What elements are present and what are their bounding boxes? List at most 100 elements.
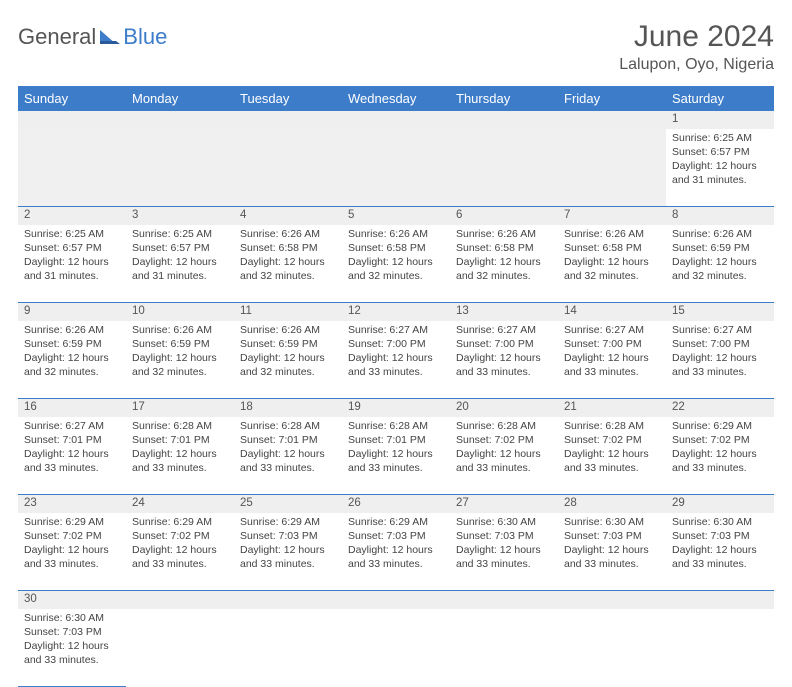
daylight-text-2: and 33 minutes. <box>348 461 444 475</box>
day-number-cell <box>234 591 342 609</box>
sunrise-text: Sunrise: 6:26 AM <box>240 323 336 337</box>
month-title: June 2024 <box>619 20 774 54</box>
day-number-cell: 3 <box>126 207 234 225</box>
daylight-text-1: Daylight: 12 hours <box>348 543 444 557</box>
sunrise-text: Sunrise: 6:27 AM <box>672 323 768 337</box>
day-cell: Sunrise: 6:27 AMSunset: 7:00 PMDaylight:… <box>450 321 558 399</box>
daylight-text-1: Daylight: 12 hours <box>348 447 444 461</box>
day-cell: Sunrise: 6:30 AMSunset: 7:03 PMDaylight:… <box>18 609 126 687</box>
sunrise-text: Sunrise: 6:26 AM <box>240 227 336 241</box>
day-cell: Sunrise: 6:28 AMSunset: 7:02 PMDaylight:… <box>558 417 666 495</box>
sunset-text: Sunset: 7:01 PM <box>348 433 444 447</box>
daylight-text-1: Daylight: 12 hours <box>132 543 228 557</box>
daylight-text-1: Daylight: 12 hours <box>456 351 552 365</box>
day-number-cell: 4 <box>234 207 342 225</box>
sunset-text: Sunset: 7:03 PM <box>240 529 336 543</box>
day-content: Sunrise: 6:29 AMSunset: 7:02 PMDaylight:… <box>24 515 120 572</box>
sunrise-text: Sunrise: 6:29 AM <box>24 515 120 529</box>
sunrise-text: Sunrise: 6:30 AM <box>672 515 768 529</box>
day-content: Sunrise: 6:30 AMSunset: 7:03 PMDaylight:… <box>24 611 120 668</box>
week-row: Sunrise: 6:25 AMSunset: 6:57 PMDaylight:… <box>18 225 774 303</box>
day-cell: Sunrise: 6:28 AMSunset: 7:01 PMDaylight:… <box>342 417 450 495</box>
daynum-row: 23242526272829 <box>18 495 774 513</box>
day-cell: Sunrise: 6:26 AMSunset: 6:59 PMDaylight:… <box>234 321 342 399</box>
day-content: Sunrise: 6:30 AMSunset: 7:03 PMDaylight:… <box>672 515 768 572</box>
daylight-text-1: Daylight: 12 hours <box>24 447 120 461</box>
day-content: Sunrise: 6:25 AMSunset: 6:57 PMDaylight:… <box>672 131 768 188</box>
daylight-text-2: and 31 minutes. <box>672 173 768 187</box>
sunrise-text: Sunrise: 6:27 AM <box>456 323 552 337</box>
sunset-text: Sunset: 7:00 PM <box>456 337 552 351</box>
day-number-cell: 20 <box>450 399 558 417</box>
daylight-text-2: and 32 minutes. <box>456 269 552 283</box>
day-cell <box>126 609 234 687</box>
day-cell: Sunrise: 6:25 AMSunset: 6:57 PMDaylight:… <box>666 129 774 207</box>
sunset-text: Sunset: 7:00 PM <box>564 337 660 351</box>
daylight-text-2: and 33 minutes. <box>564 365 660 379</box>
daylight-text-2: and 33 minutes. <box>132 557 228 571</box>
day-number-cell: 6 <box>450 207 558 225</box>
sunrise-text: Sunrise: 6:29 AM <box>672 419 768 433</box>
sunset-text: Sunset: 6:57 PM <box>132 241 228 255</box>
day-content: Sunrise: 6:26 AMSunset: 6:58 PMDaylight:… <box>564 227 660 284</box>
calendar-table: Sunday Monday Tuesday Wednesday Thursday… <box>18 86 774 687</box>
sunset-text: Sunset: 7:00 PM <box>348 337 444 351</box>
sunset-text: Sunset: 7:01 PM <box>132 433 228 447</box>
daylight-text-2: and 33 minutes. <box>24 653 120 667</box>
day-number-cell <box>126 111 234 129</box>
day-number-cell <box>18 111 126 129</box>
daylight-text-2: and 33 minutes. <box>672 461 768 475</box>
day-number-cell <box>234 111 342 129</box>
day-number-cell: 8 <box>666 207 774 225</box>
week-row: Sunrise: 6:30 AMSunset: 7:03 PMDaylight:… <box>18 609 774 687</box>
day-number-cell: 24 <box>126 495 234 513</box>
day-cell <box>450 609 558 687</box>
sail-icon <box>98 28 122 46</box>
day-content: Sunrise: 6:30 AMSunset: 7:03 PMDaylight:… <box>456 515 552 572</box>
sunset-text: Sunset: 6:57 PM <box>24 241 120 255</box>
daylight-text-1: Daylight: 12 hours <box>24 351 120 365</box>
day-number-cell: 21 <box>558 399 666 417</box>
day-number-cell <box>342 111 450 129</box>
day-cell <box>234 609 342 687</box>
daynum-row: 1 <box>18 111 774 129</box>
day-cell <box>126 129 234 207</box>
sunrise-text: Sunrise: 6:26 AM <box>564 227 660 241</box>
day-number-cell: 16 <box>18 399 126 417</box>
day-content: Sunrise: 6:29 AMSunset: 7:02 PMDaylight:… <box>672 419 768 476</box>
sunset-text: Sunset: 7:03 PM <box>348 529 444 543</box>
daylight-text-2: and 32 minutes. <box>564 269 660 283</box>
day-cell: Sunrise: 6:29 AMSunset: 7:02 PMDaylight:… <box>18 513 126 591</box>
daylight-text-1: Daylight: 12 hours <box>564 543 660 557</box>
day-content: Sunrise: 6:28 AMSunset: 7:02 PMDaylight:… <box>564 419 660 476</box>
sunrise-text: Sunrise: 6:28 AM <box>564 419 660 433</box>
day-number-cell: 26 <box>342 495 450 513</box>
day-number-cell <box>126 591 234 609</box>
daynum-row: 2345678 <box>18 207 774 225</box>
day-cell <box>666 609 774 687</box>
page-header: General Blue June 2024 Lalupon, Oyo, Nig… <box>18 20 774 74</box>
daylight-text-2: and 33 minutes. <box>456 365 552 379</box>
day-number-cell: 15 <box>666 303 774 321</box>
day-number-cell: 7 <box>558 207 666 225</box>
day-header: Saturday <box>666 86 774 111</box>
daylight-text-1: Daylight: 12 hours <box>456 543 552 557</box>
day-content: Sunrise: 6:29 AMSunset: 7:03 PMDaylight:… <box>348 515 444 572</box>
sunset-text: Sunset: 6:58 PM <box>240 241 336 255</box>
daylight-text-2: and 33 minutes. <box>24 557 120 571</box>
daylight-text-1: Daylight: 12 hours <box>348 255 444 269</box>
day-number-cell: 10 <box>126 303 234 321</box>
day-header: Monday <box>126 86 234 111</box>
daylight-text-2: and 32 minutes. <box>240 269 336 283</box>
day-number-cell: 19 <box>342 399 450 417</box>
day-content: Sunrise: 6:28 AMSunset: 7:02 PMDaylight:… <box>456 419 552 476</box>
daylight-text-1: Daylight: 12 hours <box>132 447 228 461</box>
daylight-text-2: and 33 minutes. <box>456 461 552 475</box>
daylight-text-2: and 33 minutes. <box>672 557 768 571</box>
day-content: Sunrise: 6:27 AMSunset: 7:01 PMDaylight:… <box>24 419 120 476</box>
daylight-text-1: Daylight: 12 hours <box>564 255 660 269</box>
sunset-text: Sunset: 7:02 PM <box>132 529 228 543</box>
day-cell: Sunrise: 6:30 AMSunset: 7:03 PMDaylight:… <box>558 513 666 591</box>
week-row: Sunrise: 6:26 AMSunset: 6:59 PMDaylight:… <box>18 321 774 399</box>
day-cell: Sunrise: 6:27 AMSunset: 7:00 PMDaylight:… <box>666 321 774 399</box>
